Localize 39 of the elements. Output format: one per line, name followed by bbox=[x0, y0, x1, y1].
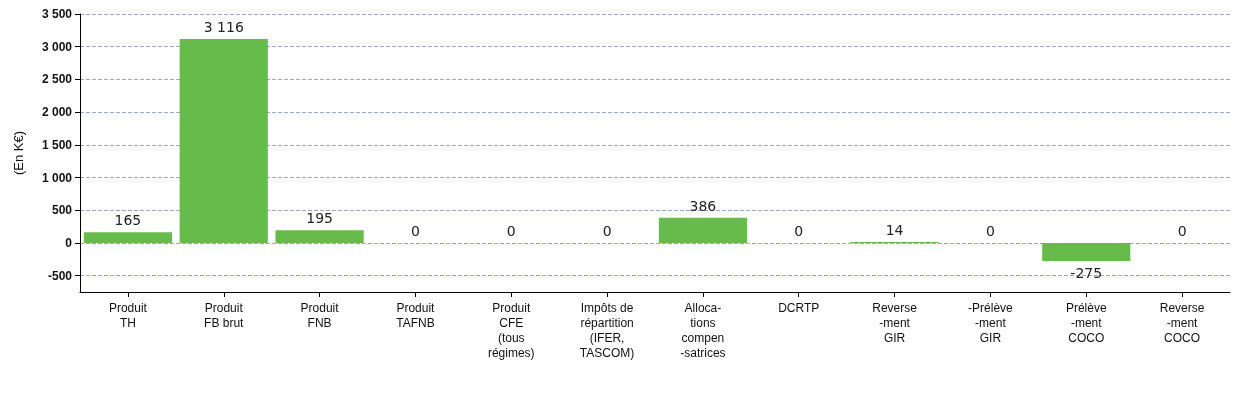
data-label: 0 bbox=[1177, 222, 1187, 239]
x-tick-label: Produit TAFNB bbox=[396, 300, 436, 330]
x-tick-label: Prélève -ment COCO bbox=[1065, 300, 1107, 345]
y-tick-label: 3 000 bbox=[41, 39, 73, 54]
bar bbox=[1042, 242, 1131, 261]
y-tick-label: 1 500 bbox=[41, 137, 73, 152]
data-label: -275 bbox=[1070, 264, 1103, 281]
data-label: 0 bbox=[506, 222, 516, 239]
x-tick-label: Alloca- tions compen -satrices bbox=[680, 300, 726, 360]
bar bbox=[83, 232, 172, 243]
data-label: 3 116 bbox=[203, 19, 244, 36]
y-tick-label: 500 bbox=[51, 203, 73, 218]
y-tick-label: 0 bbox=[65, 235, 73, 250]
x-tick-label: Reverse -ment COCO bbox=[1159, 300, 1205, 345]
x-tick-label: Produit CFE (tous régimes) bbox=[487, 300, 535, 360]
y-tick-label: -500 bbox=[47, 268, 73, 283]
bar bbox=[275, 230, 364, 243]
data-label: 0 bbox=[985, 222, 995, 239]
x-tick-label: -Prélève -ment GIR bbox=[968, 300, 1014, 345]
y-tick-label: 2 000 bbox=[41, 105, 73, 120]
y-axis-title: (En K€) bbox=[11, 130, 26, 176]
data-label: 195 bbox=[306, 210, 333, 227]
x-tick-label: DCRTP bbox=[778, 300, 820, 315]
data-label: 165 bbox=[114, 212, 142, 229]
y-tick-label: 3 500 bbox=[41, 7, 73, 21]
data-label: 0 bbox=[410, 222, 420, 239]
x-tick-label: Produit FB brut bbox=[204, 300, 245, 330]
x-tick-label: Produit TH bbox=[108, 300, 148, 330]
data-label: 0 bbox=[794, 222, 804, 239]
x-tick-label: Reverse -ment GIR bbox=[872, 300, 918, 345]
data-label: 0 bbox=[602, 222, 612, 239]
y-tick-label: 1 000 bbox=[41, 170, 73, 185]
x-tick-label: Impôts de répartition (IFER, TASCOM) bbox=[579, 300, 635, 360]
bar bbox=[179, 39, 268, 243]
x-tick-label: Produit FNB bbox=[300, 300, 340, 330]
bar bbox=[658, 217, 747, 243]
data-label: 386 bbox=[689, 197, 717, 214]
y-tick-label: 2 500 bbox=[41, 72, 73, 87]
data-label: 14 bbox=[885, 222, 904, 239]
